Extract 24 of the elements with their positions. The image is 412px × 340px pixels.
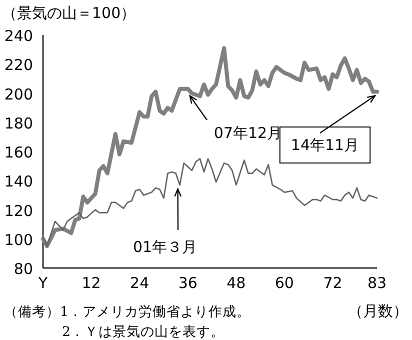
y-tick-label: 160: [4, 144, 33, 162]
y-tick-label: 140: [4, 172, 33, 191]
x-axis-title: （月数）: [348, 302, 408, 320]
x-tick-label: 83: [367, 274, 387, 292]
y-tick-label: 120: [4, 202, 33, 220]
x-tick-label: 48: [226, 274, 246, 292]
annotation: 07年12月: [214, 124, 282, 142]
y-tick-label: 200: [4, 85, 33, 104]
x-tick-label: 36: [178, 274, 198, 292]
y-tick-label: 180: [4, 114, 33, 132]
x-tick-label: 60: [274, 274, 294, 292]
y-tick-label: 240: [4, 27, 33, 45]
y-tick-label: 100: [4, 230, 33, 249]
annotation: 14年11月: [290, 136, 360, 154]
text: 2．Ｙは景気の山を表す。: [62, 324, 225, 340]
y-tick-label: 220: [4, 56, 33, 74]
text: （備考）1．アメリカ労働省より作成。: [4, 304, 251, 320]
x-tick-label: 12: [82, 274, 101, 292]
annotation: 01年３月: [132, 238, 198, 256]
y-axis-title: （景気の山＝100）: [2, 4, 136, 22]
x-tick-label: 72: [323, 274, 342, 292]
y-tick-label: 80: [14, 260, 33, 278]
x-tick-label: 24: [130, 274, 150, 292]
x-tick-label: Y: [37, 274, 48, 292]
